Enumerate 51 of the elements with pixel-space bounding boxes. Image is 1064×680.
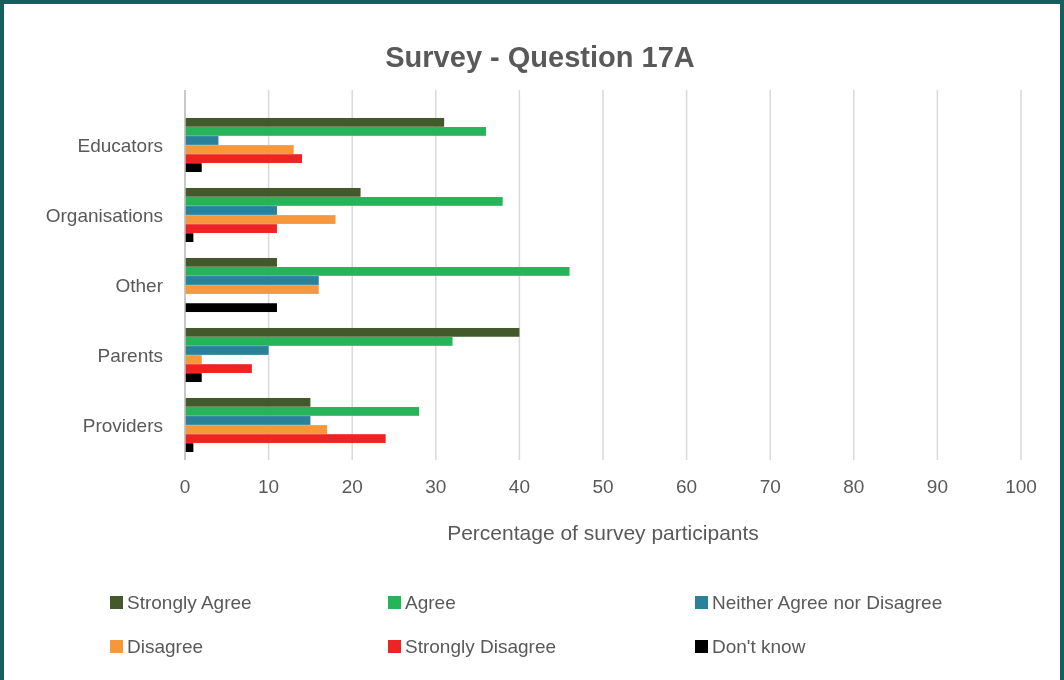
bar (185, 215, 336, 224)
x-tick-label: 100 (1005, 476, 1037, 497)
y-tick-label: Parents (97, 345, 163, 366)
legend-label: Strongly Disagree (405, 636, 557, 657)
bar (185, 163, 202, 173)
legend-label: Strongly Agree (127, 592, 252, 613)
y-tick-label: Other (115, 275, 164, 296)
y-tick-label: Providers (82, 415, 163, 436)
x-tick-label: 0 (179, 476, 191, 497)
bar (185, 407, 420, 416)
bar (185, 303, 277, 313)
legend-label: Don't know (712, 636, 806, 657)
bar (185, 425, 328, 434)
x-tick-label: 90 (926, 476, 948, 497)
x-axis-title: Percentage of survey participants (447, 521, 759, 544)
bar (185, 285, 319, 294)
y-tick-label: Organisations (45, 205, 163, 226)
bar (185, 327, 520, 337)
bar (185, 364, 252, 373)
bar (185, 257, 277, 267)
bar (185, 127, 486, 136)
bar (185, 337, 453, 346)
x-tick-label: 40 (508, 476, 530, 497)
x-tick-label: 50 (592, 476, 614, 497)
bar (185, 276, 319, 285)
bar (185, 145, 294, 154)
bar (185, 373, 202, 383)
x-tick-label: 80 (843, 476, 865, 497)
bar (185, 206, 277, 215)
x-tick-label: 70 (759, 476, 781, 497)
legend-label: Agree (405, 592, 456, 613)
legend-label: Neither Agree nor Disagree (712, 592, 943, 613)
bar (185, 117, 445, 127)
bar (185, 355, 202, 364)
bar (185, 187, 361, 197)
x-tick-label: 60 (676, 476, 698, 497)
bar (185, 416, 311, 425)
chart-title: Survey - Question 17A (385, 41, 695, 73)
bar (185, 154, 303, 163)
bar (185, 397, 311, 407)
y-tick-label: Educators (77, 135, 163, 156)
x-tick-label: 30 (425, 476, 447, 497)
legend-label: Disagree (127, 636, 204, 657)
bar (185, 136, 219, 145)
bar (185, 434, 386, 443)
x-tick-label: 10 (258, 476, 280, 497)
x-tick-label: 20 (341, 476, 363, 497)
bar (185, 197, 503, 206)
bar (185, 267, 570, 276)
bar (185, 346, 269, 355)
bar (185, 224, 277, 233)
